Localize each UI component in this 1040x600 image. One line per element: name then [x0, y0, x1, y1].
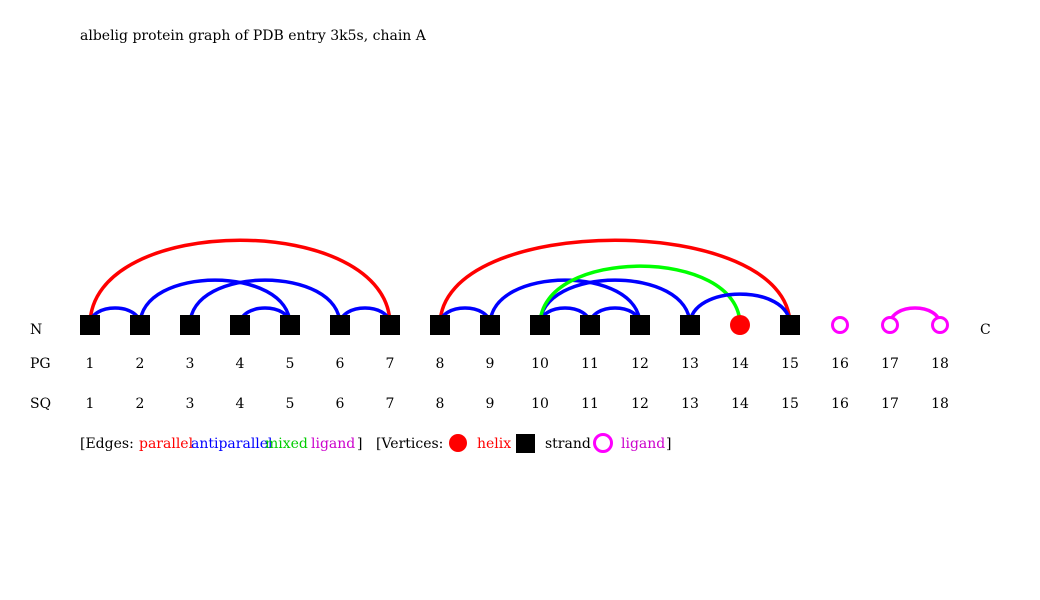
pg-label-6: 6 [336, 356, 345, 372]
edge-antiparallel-3-6 [188, 278, 342, 326]
vertex-strand-12 [630, 315, 650, 335]
sq-label-4: 4 [236, 396, 245, 412]
pg-label-17: 17 [881, 356, 899, 372]
sq-label-3: 3 [186, 396, 195, 412]
vertex-strand-1 [80, 315, 100, 335]
sq-label-10: 10 [531, 396, 549, 412]
vertex-strand-13 [680, 315, 700, 335]
vertex-strand-6 [330, 315, 350, 335]
legend-strand-label: strand [545, 436, 591, 452]
legend-antiparallel-label: antiparallel [191, 436, 273, 452]
pg-label-18: 18 [931, 356, 949, 372]
edge-antiparallel-9-12 [488, 278, 642, 326]
vertices-layer [80, 315, 949, 335]
pg-label-2: 2 [136, 356, 145, 372]
legend: [Edges: parallel antiparallel mixed liga… [80, 433, 671, 453]
edges-layer [88, 238, 942, 326]
pg-label-5: 5 [286, 356, 295, 372]
vertex-strand-8 [430, 315, 450, 335]
pg-label-14: 14 [731, 356, 749, 372]
pg-label-15: 15 [781, 356, 799, 372]
legend-vertices-close: ] [666, 436, 671, 452]
legend-ligand-symbol [593, 433, 613, 453]
pg-row-label: PG [30, 356, 51, 372]
edge-mixed-10-14 [538, 264, 742, 326]
pg-label-10: 10 [531, 356, 549, 372]
c-terminus-label: C [980, 322, 991, 338]
legend-mixed-label: mixed [265, 436, 308, 452]
legend-ligand-vertex-label: ligand [621, 436, 665, 452]
legend-strand-symbol [516, 434, 535, 453]
pg-label-11: 11 [581, 356, 599, 372]
vertex-labels-layer: 1122334455667788991010111112121313141415… [86, 356, 949, 412]
sq-label-7: 7 [386, 396, 395, 412]
sq-label-18: 18 [931, 396, 949, 412]
sq-label-13: 13 [681, 396, 699, 412]
vertex-strand-4 [230, 315, 250, 335]
pg-label-8: 8 [436, 356, 445, 372]
pg-label-1: 1 [86, 356, 95, 372]
vertex-ligand-17 [881, 316, 899, 334]
vertex-strand-9 [480, 315, 500, 335]
sq-label-17: 17 [881, 396, 899, 412]
legend-vertices-open: [Vertices: [376, 436, 443, 452]
sq-label-2: 2 [136, 396, 145, 412]
vertex-helix-14 [730, 315, 750, 335]
pg-label-13: 13 [681, 356, 699, 372]
pg-label-12: 12 [631, 356, 649, 372]
sq-label-11: 11 [581, 396, 599, 412]
legend-edges-open: [Edges: [80, 436, 134, 452]
diagram-title: albelig protein graph of PDB entry 3k5s,… [80, 28, 427, 44]
edge-antiparallel-10-13 [538, 278, 692, 326]
sq-label-5: 5 [286, 396, 295, 412]
edge-antiparallel-2-5 [138, 278, 292, 326]
legend-parallel-label: parallel [139, 436, 194, 452]
n-terminus-label: N [30, 322, 42, 338]
sq-label-14: 14 [731, 396, 749, 412]
pg-label-7: 7 [386, 356, 395, 372]
vertex-ligand-16 [831, 316, 849, 334]
legend-helix-label: helix [477, 436, 511, 452]
vertex-strand-2 [130, 315, 150, 335]
edge-antiparallel-13-15 [688, 292, 792, 326]
sq-label-15: 15 [781, 396, 799, 412]
pg-label-16: 16 [831, 356, 849, 372]
pg-label-4: 4 [236, 356, 245, 372]
sq-label-1: 1 [86, 396, 95, 412]
vertex-strand-7 [380, 315, 400, 335]
sq-label-12: 12 [631, 396, 649, 412]
vertex-strand-5 [280, 315, 300, 335]
legend-helix-symbol [449, 434, 467, 452]
legend-edges-close: ] [357, 436, 362, 452]
vertex-strand-10 [530, 315, 550, 335]
legend-ligand-edge-label: ligand [311, 436, 355, 452]
pg-label-9: 9 [486, 356, 495, 372]
sq-row-label: SQ [30, 396, 51, 412]
sq-label-9: 9 [486, 396, 495, 412]
vertex-strand-15 [780, 315, 800, 335]
edge-parallel-1-7 [88, 238, 392, 326]
edge-parallel-8-15 [438, 238, 792, 326]
sq-label-16: 16 [831, 396, 849, 412]
vertex-strand-3 [180, 315, 200, 335]
sq-label-8: 8 [436, 396, 445, 412]
pg-label-3: 3 [186, 356, 195, 372]
sq-label-6: 6 [336, 396, 345, 412]
vertex-strand-11 [580, 315, 600, 335]
vertex-ligand-18 [931, 316, 949, 334]
